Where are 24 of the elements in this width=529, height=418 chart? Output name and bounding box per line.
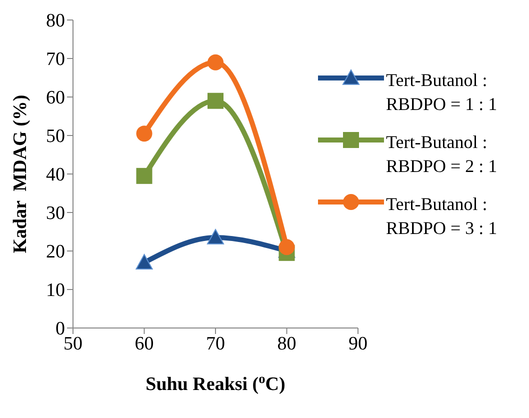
x-tick-label: 60 [134, 333, 154, 354]
x-axis-title: Suhu Reaksi ($^{o}$C) [146, 370, 286, 395]
x-tick-label: 70 [206, 333, 225, 354]
y-tick-label: 20 [46, 242, 65, 263]
y-tick-label: 80 [46, 10, 65, 32]
point [208, 54, 224, 70]
y-tick-label: 70 [46, 49, 65, 70]
y-tick-label: 10 [46, 280, 65, 302]
x-tick-label: 80 [277, 333, 296, 354]
y-tick-label: 0 [56, 318, 65, 340]
point [136, 126, 152, 142]
legend-label: Tert-Butanol : RBDPO = 1 : 1 [386, 69, 498, 116]
point [278, 239, 295, 256]
legend-label: Tert-Butanol : RBDPO = 3 : 1 [386, 193, 498, 240]
y-tick-label: 60 [46, 88, 65, 109]
legend-label: Tert-Butanol : RBDPO = 2 : 1 [386, 131, 498, 178]
y-tick-label: 50 [46, 126, 65, 148]
point [208, 92, 224, 109]
y-tick-label: 30 [46, 203, 65, 224]
point [136, 168, 152, 184]
y-axis-title: Kadar MDAG (%) [10, 94, 31, 254]
x-tick-label: 50 [64, 333, 82, 354]
y-tick-label: 40 [46, 164, 65, 186]
x-tick-label: 90 [348, 333, 368, 354]
